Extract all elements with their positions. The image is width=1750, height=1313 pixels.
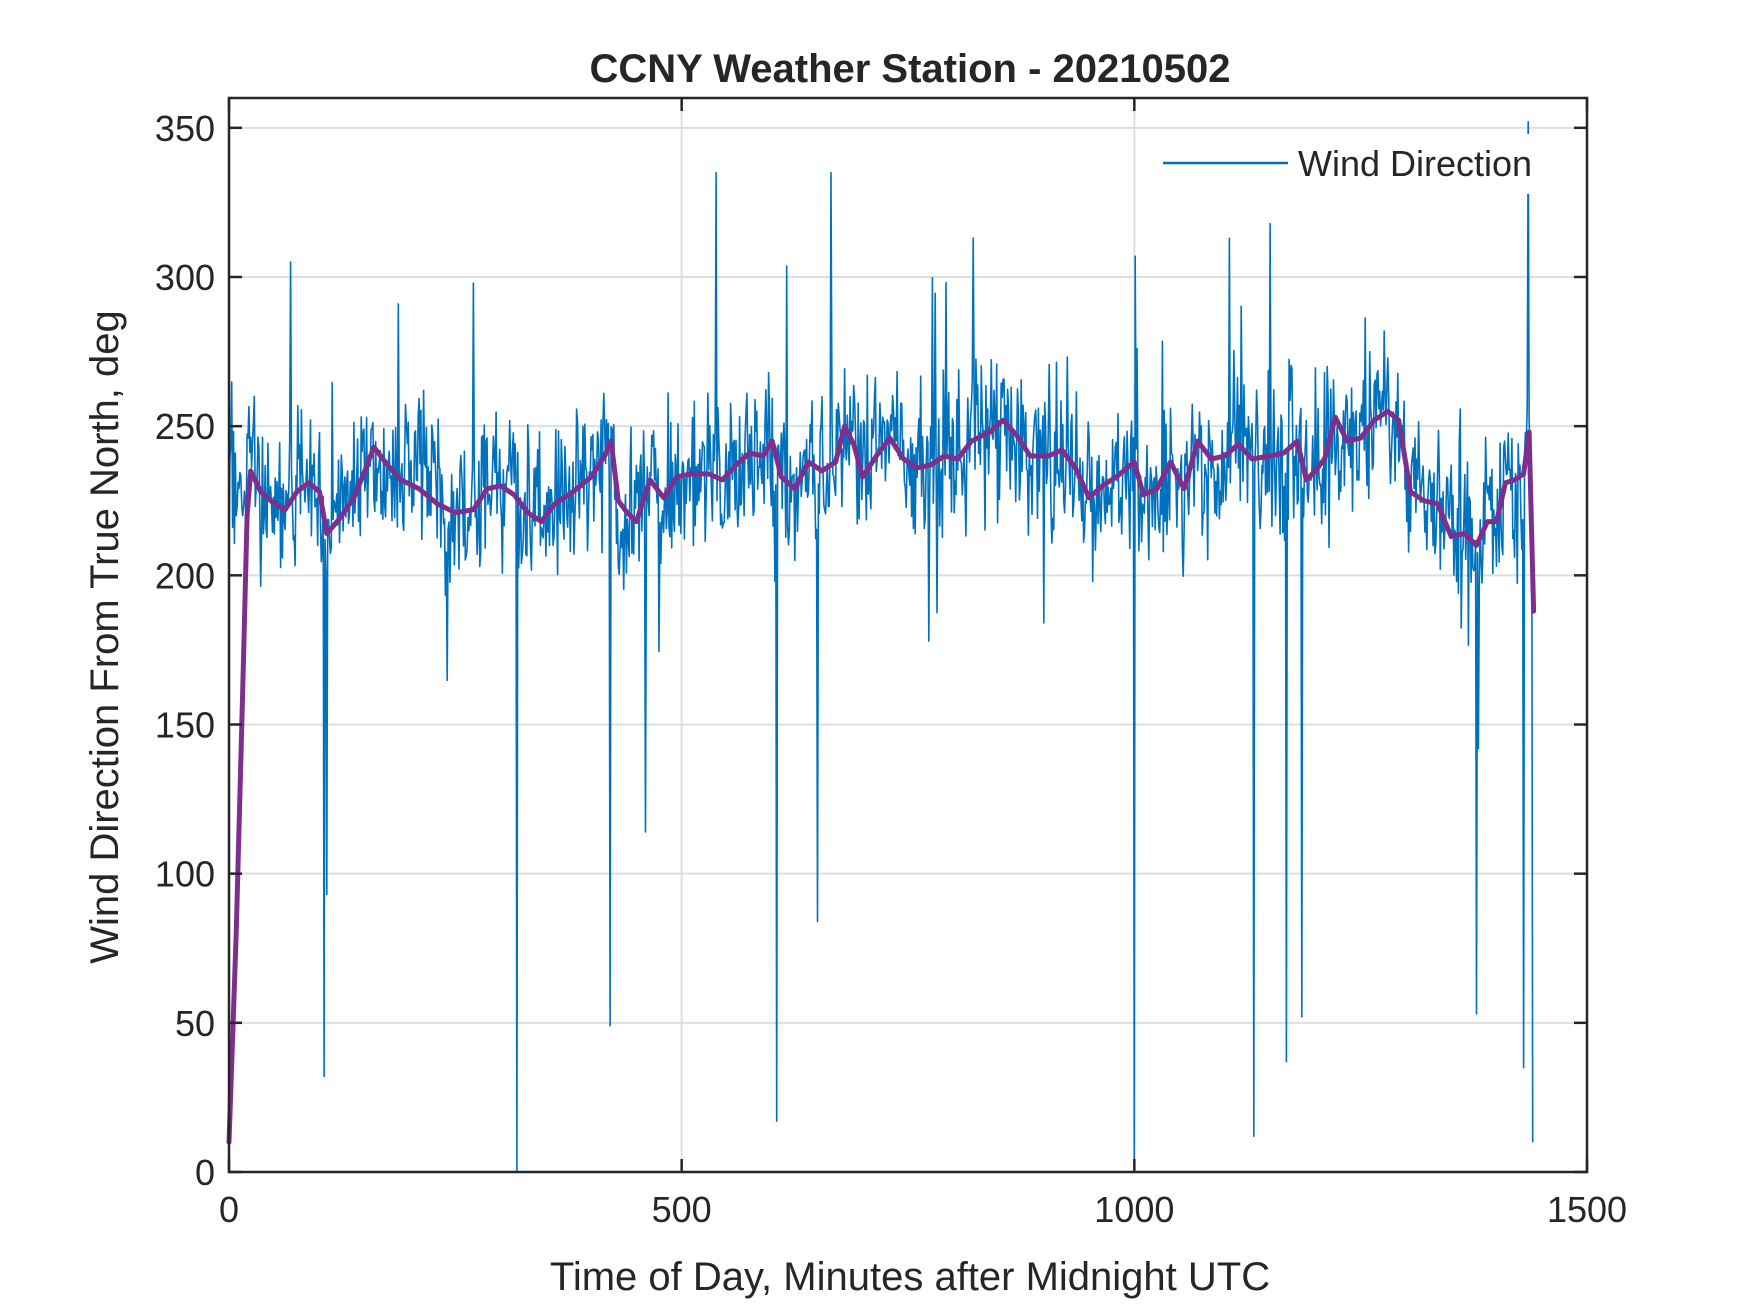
legend: Wind Direction: [1156, 134, 1574, 194]
axes-frame: [227, 96, 1589, 1174]
x-tick-label: 1500: [1547, 1189, 1627, 1230]
x-tick-label: 0: [219, 1189, 239, 1230]
y-tick-label: 300: [155, 257, 215, 298]
y-tick-label: 50: [175, 1003, 215, 1044]
legend-label-wind-direction: Wind Direction: [1298, 143, 1532, 184]
y-axis-label: Wind Direction From True North, deg: [83, 310, 127, 964]
plot-box: [227, 96, 1589, 1174]
y-tick-label: 100: [155, 854, 215, 895]
y-tick-label: 150: [155, 705, 215, 746]
series-line-wind-direction: [228, 121, 1534, 1173]
grid-lines: [229, 98, 1587, 1172]
x-tick-label: 1000: [1094, 1189, 1174, 1230]
series-layer: [226, 121, 1537, 1173]
chart-title: CCNY Weather Station - 20210502: [590, 47, 1231, 91]
y-tick-label: 350: [155, 108, 215, 149]
series-line-smoothed: [226, 408, 1537, 1145]
tick-labels: 0 500 1000 1500 0 50 100 150 200 250 300 350: [155, 108, 1627, 1230]
x-axis-label: Time of Day, Minutes after Midnight UTC: [550, 1255, 1270, 1299]
y-tick-label: 200: [155, 555, 215, 596]
x-tick-label: 500: [652, 1189, 712, 1230]
y-tick-label: 0: [195, 1152, 215, 1193]
y-tick-label: 250: [155, 406, 215, 447]
tick-marks: [227, 98, 1589, 1174]
